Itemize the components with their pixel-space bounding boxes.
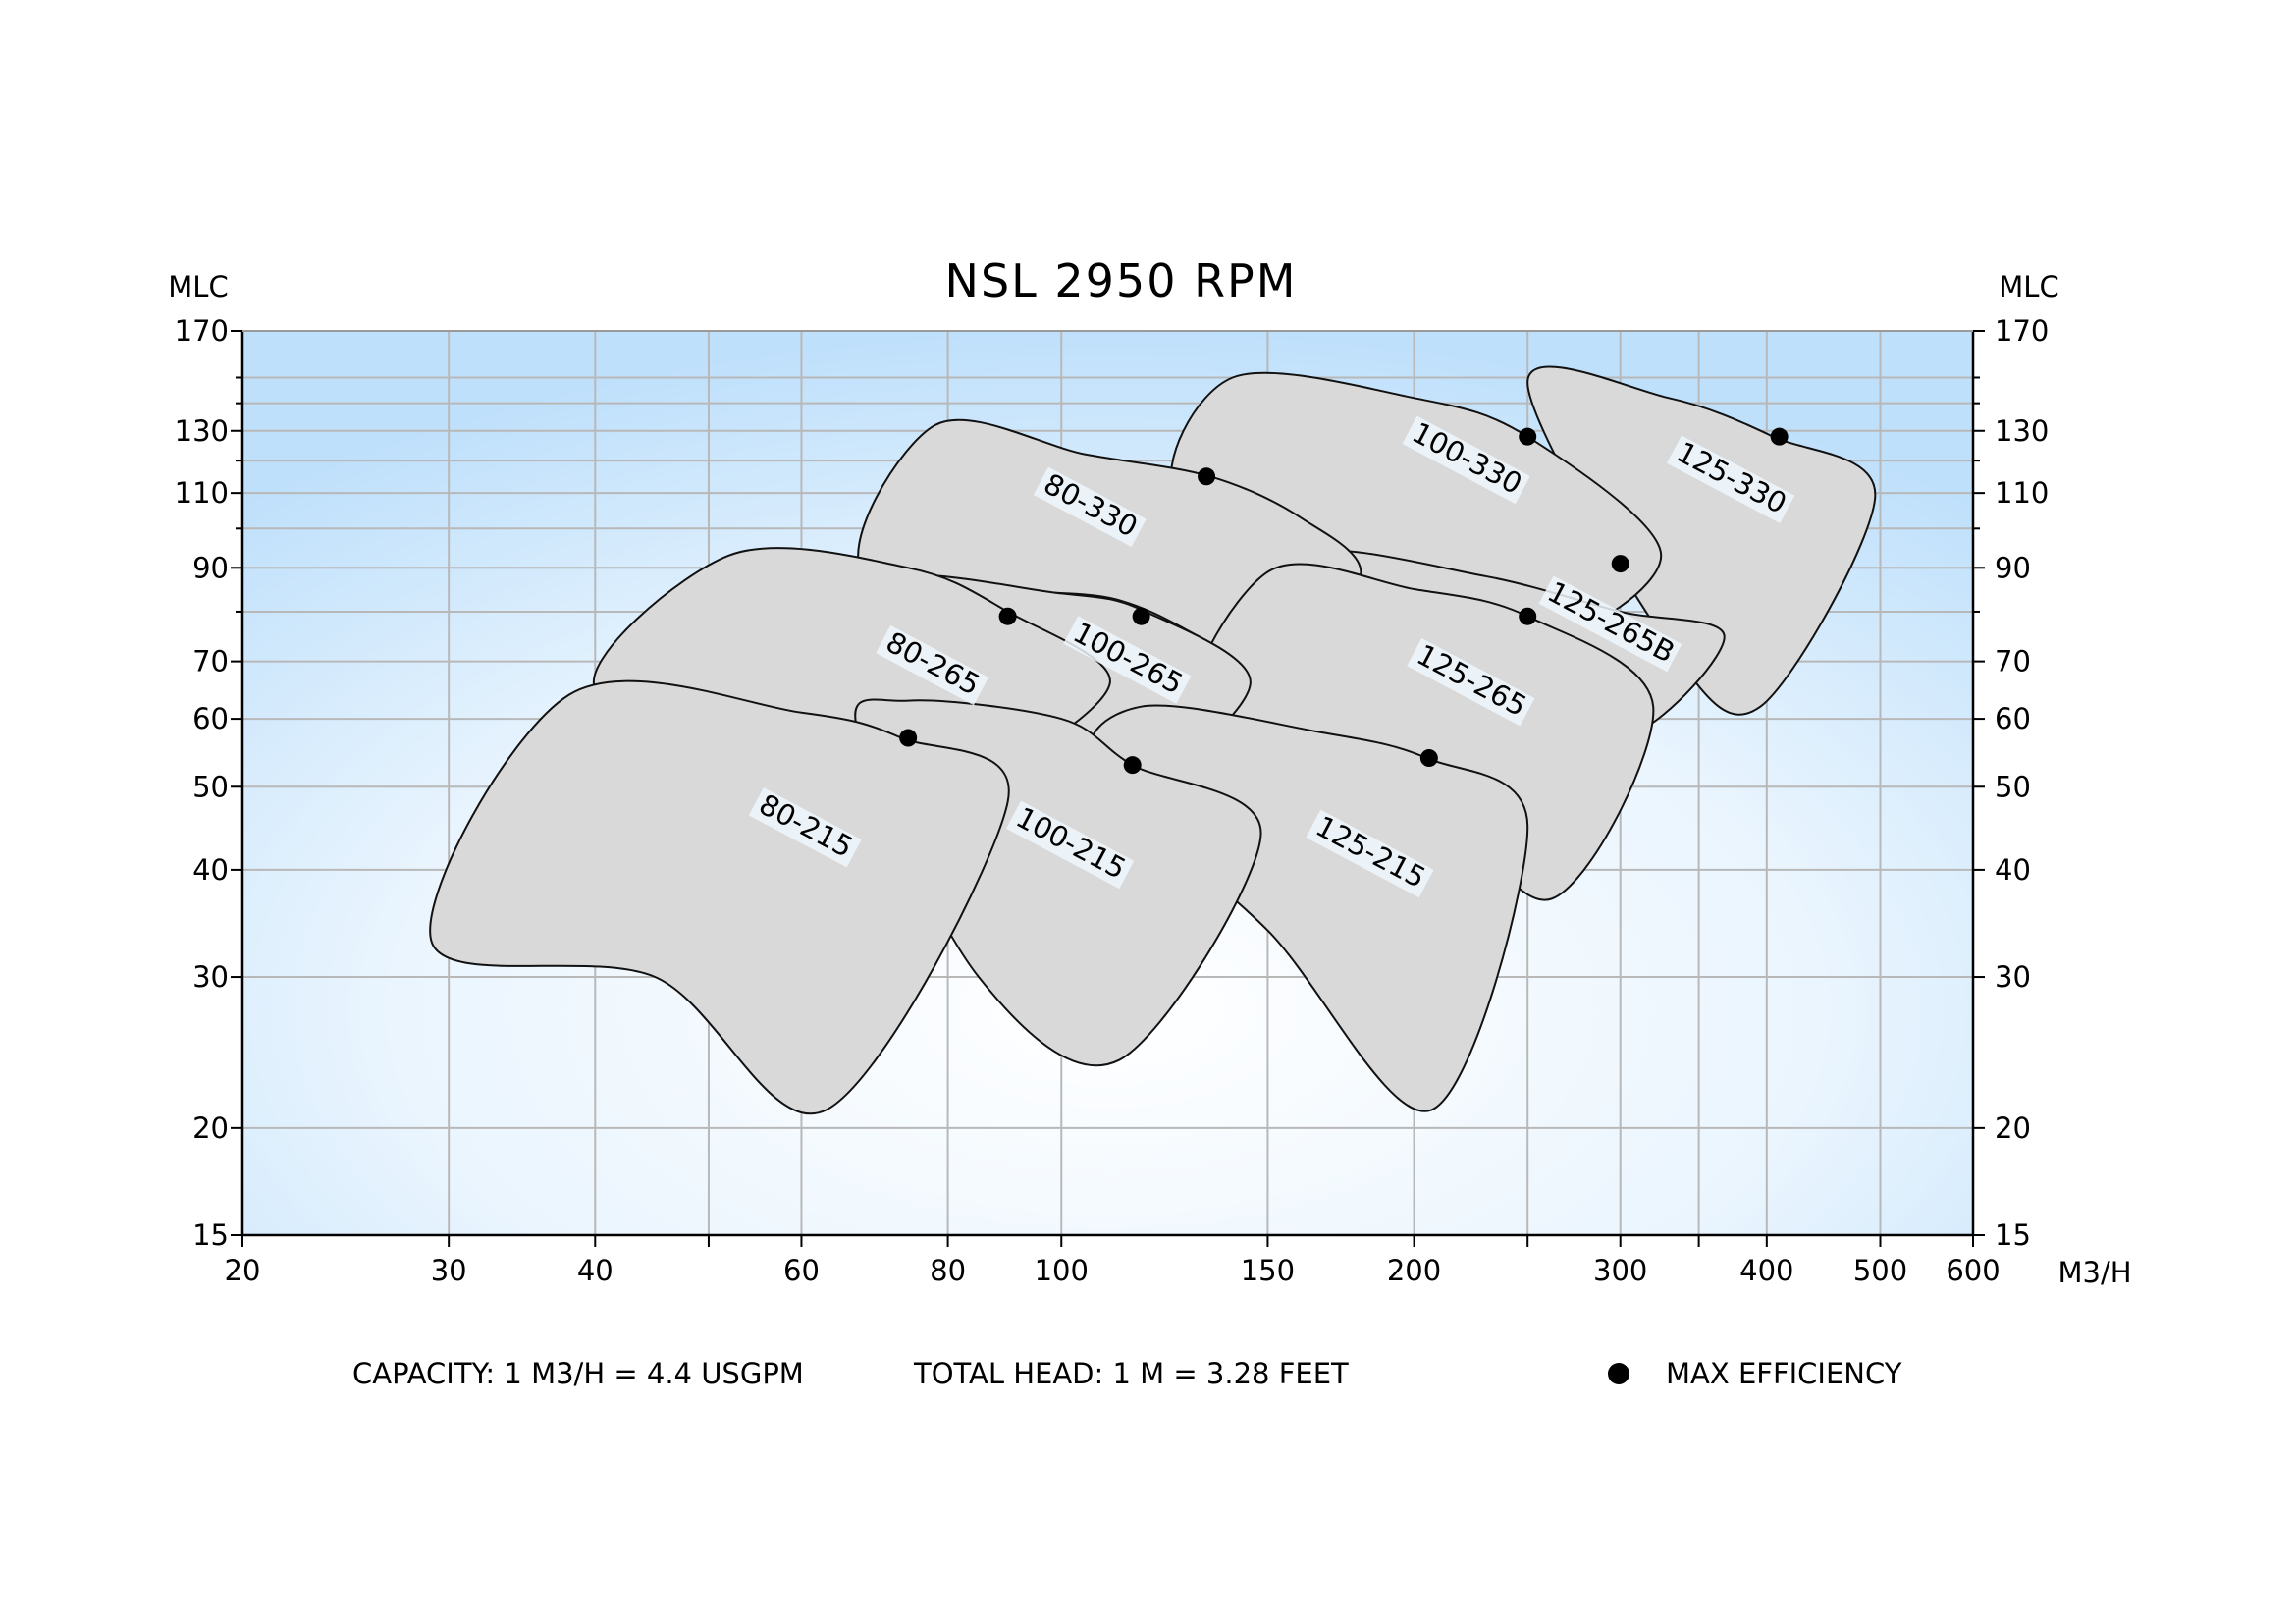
curve-label-background <box>1538 575 1682 673</box>
max-efficiency-point-125-330 <box>1770 427 1789 446</box>
x-tick-label: 100 <box>1035 1254 1089 1287</box>
curve-label-background <box>1063 616 1192 704</box>
y-tick-label-left: 50 <box>192 770 229 803</box>
max-efficiency-point-125-265B <box>1611 555 1629 573</box>
y-tick-label-left: 130 <box>175 414 229 448</box>
y-tick-label-left: 15 <box>192 1218 229 1252</box>
max-efficiency-point-80-330 <box>1198 467 1216 486</box>
max-efficiency-point-125-265 <box>1519 607 1537 625</box>
y-tick-label-right: 130 <box>1995 414 2049 448</box>
y-tick-label-left: 20 <box>192 1111 229 1145</box>
y-axis-unit-right: MLC <box>1999 270 2058 303</box>
y-tick-label-right: 90 <box>1995 551 2031 584</box>
y-tick-label-left: 40 <box>192 853 229 887</box>
y-tick-label-left: 90 <box>192 551 229 584</box>
max-efficiency-point-80-215 <box>899 729 918 747</box>
max-efficiency-legend-label: MAX EFFICIENCY <box>1666 1357 1902 1390</box>
max-efficiency-legend-marker <box>1608 1363 1629 1384</box>
curve-label-background <box>1407 637 1535 727</box>
y-tick-label-right: 50 <box>1995 770 2031 803</box>
y-tick-label-left: 110 <box>175 476 229 510</box>
y-tick-label-right: 30 <box>1995 960 2031 994</box>
curve-label-background <box>1402 415 1530 505</box>
max-efficiency-points <box>899 427 1789 775</box>
y-tick-label-left: 30 <box>192 960 229 994</box>
x-tick-label: 40 <box>577 1254 614 1287</box>
x-tick-label: 200 <box>1387 1254 1441 1287</box>
x-tick-label: 60 <box>783 1254 820 1287</box>
chart-title: NSL 2950 RPM <box>945 254 1298 307</box>
y-tick-label-right: 20 <box>1995 1111 2031 1145</box>
curve-label-background <box>1667 435 1795 523</box>
operating-regions <box>429 365 1877 1115</box>
y-tick-label-right: 60 <box>1995 702 2031 735</box>
total-head-note: TOTAL HEAD: 1 M = 3.28 FEET <box>913 1357 1349 1390</box>
curve-label-background <box>748 787 862 868</box>
x-tick-label: 80 <box>930 1254 966 1287</box>
y-tick-label-left: 60 <box>192 702 229 735</box>
y-tick-label-right: 40 <box>1995 853 2031 887</box>
curve-label-background <box>1306 809 1434 898</box>
curve-label-background <box>1033 466 1147 547</box>
curve-label-background <box>1006 800 1135 890</box>
y-axis-unit-left: MLC <box>168 270 228 303</box>
curve-label-background <box>876 624 988 706</box>
y-tick-label-right: 170 <box>1995 314 2049 348</box>
y-tick-label-right: 15 <box>1995 1218 2031 1252</box>
x-tick-label: 20 <box>225 1254 261 1287</box>
region-125-330 <box>1526 365 1877 716</box>
y-tick-label-right: 70 <box>1995 645 2031 678</box>
region-80-215 <box>429 679 1010 1115</box>
max-efficiency-point-100-215 <box>1123 756 1142 775</box>
max-efficiency-point-100-265 <box>1132 607 1150 625</box>
x-tick-label: 600 <box>1946 1254 2000 1287</box>
x-tick-label: 300 <box>1593 1254 1647 1287</box>
x-tick-label: 150 <box>1241 1254 1295 1287</box>
max-efficiency-point-80-265 <box>998 607 1017 625</box>
x-tick-label: 400 <box>1739 1254 1793 1287</box>
max-efficiency-point-125-215 <box>1419 749 1438 768</box>
x-tick-label: 500 <box>1853 1254 1907 1287</box>
x-tick-label: 30 <box>431 1254 467 1287</box>
y-tick-label-left: 70 <box>192 645 229 678</box>
y-tick-label-left: 170 <box>175 314 229 348</box>
x-axis-unit: M3/H <box>2057 1256 2131 1289</box>
max-efficiency-point-100-330 <box>1519 427 1537 446</box>
capacity-note: CAPACITY: 1 M3/H = 4.4 USGPM <box>352 1357 804 1390</box>
y-tick-label-right: 110 <box>1995 476 2049 510</box>
